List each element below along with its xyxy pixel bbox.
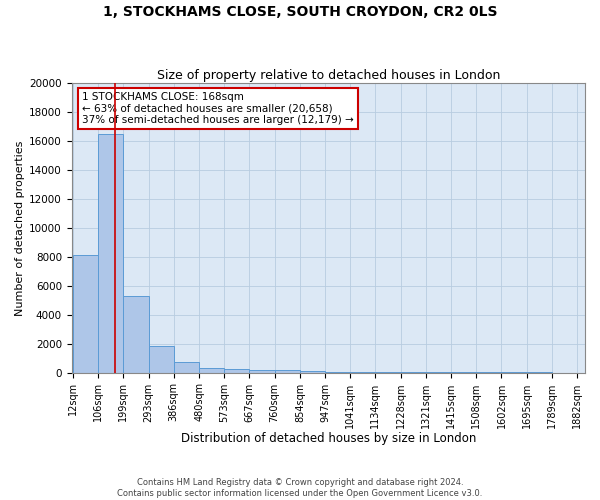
Text: Contains HM Land Registry data © Crown copyright and database right 2024.
Contai: Contains HM Land Registry data © Crown c… xyxy=(118,478,482,498)
Bar xyxy=(98,134,124,372)
X-axis label: Distribution of detached houses by size in London: Distribution of detached houses by size … xyxy=(181,432,476,445)
Bar xyxy=(124,296,149,372)
Bar xyxy=(224,370,250,372)
Bar xyxy=(275,370,300,372)
Bar xyxy=(73,256,98,372)
Bar xyxy=(199,368,224,372)
Y-axis label: Number of detached properties: Number of detached properties xyxy=(15,140,25,316)
Title: Size of property relative to detached houses in London: Size of property relative to detached ho… xyxy=(157,69,500,82)
Bar xyxy=(250,370,275,372)
Bar xyxy=(174,362,199,372)
Bar xyxy=(149,346,174,372)
Text: 1 STOCKHAMS CLOSE: 168sqm
← 63% of detached houses are smaller (20,658)
37% of s: 1 STOCKHAMS CLOSE: 168sqm ← 63% of detac… xyxy=(82,92,353,125)
Text: 1, STOCKHAMS CLOSE, SOUTH CROYDON, CR2 0LS: 1, STOCKHAMS CLOSE, SOUTH CROYDON, CR2 0… xyxy=(103,5,497,19)
